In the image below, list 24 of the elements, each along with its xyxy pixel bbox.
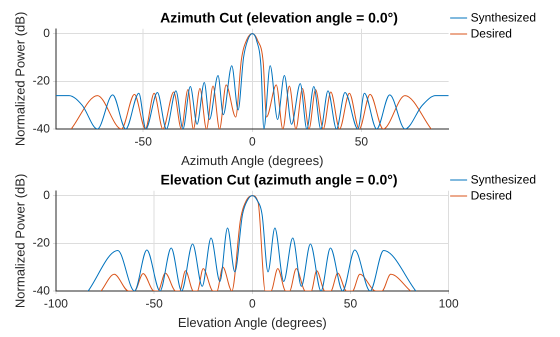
legend-label: Synthesized bbox=[470, 10, 536, 24]
y-axis-title: Normalized Power (dB) bbox=[12, 12, 28, 146]
x-tick-label: -100 bbox=[44, 296, 68, 311]
x-tick-label: 100 bbox=[438, 296, 459, 311]
legend-label: Synthesized bbox=[470, 172, 536, 186]
x-tick-label: -50 bbox=[134, 134, 152, 149]
x-tick-label: 50 bbox=[344, 296, 358, 311]
legend-label: Desired bbox=[470, 188, 512, 202]
x-tick-label: -50 bbox=[145, 296, 164, 311]
chart-title: Azimuth Cut (elevation angle = 0.0°) bbox=[160, 9, 398, 26]
y-axis-title: Normalized Power (dB) bbox=[12, 174, 28, 308]
x-axis-title: Elevation Angle (degrees) bbox=[178, 314, 327, 330]
chart-title: Elevation Cut (azimuth angle = 0.0°) bbox=[160, 171, 398, 188]
x-tick-label: 0 bbox=[248, 296, 256, 311]
y-tick-label: -40 bbox=[32, 283, 50, 298]
y-tick-label: -20 bbox=[32, 74, 50, 88]
legend-label: Desired bbox=[470, 26, 512, 40]
x-tick-label: 0 bbox=[248, 134, 256, 149]
y-tick-label: -40 bbox=[32, 121, 50, 136]
x-axis-title: Azimuth Angle (degrees) bbox=[181, 152, 324, 168]
x-tick-label: 50 bbox=[354, 134, 368, 149]
y-tick-label: -20 bbox=[32, 236, 50, 250]
y-tick-label: 0 bbox=[43, 26, 50, 40]
y-tick-label: 0 bbox=[43, 188, 50, 202]
